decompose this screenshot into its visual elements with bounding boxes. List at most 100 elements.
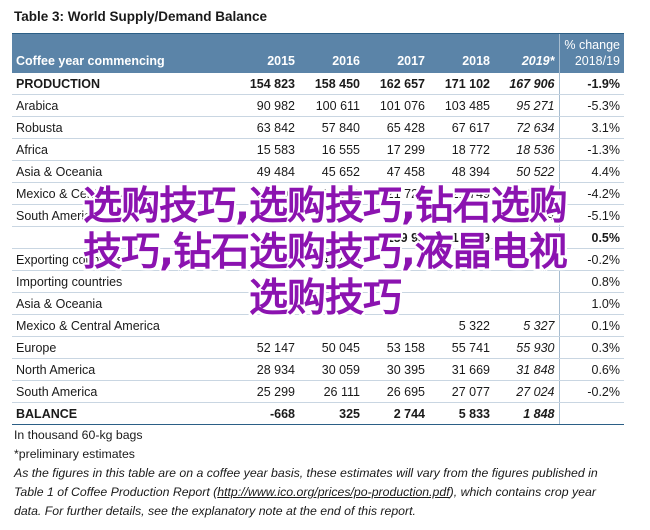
cell-value: 103 485 [429,94,494,117]
cell-pct-change: 0.6% [559,358,624,381]
cell-value: 154 823 [234,73,299,95]
cell-value [234,314,299,337]
cell-pct-change: 0.3% [559,336,624,359]
cell-pct-change: 0.1% [559,314,624,337]
cell-value: 72 634 [494,116,560,139]
row-label: BALANCE [12,402,234,425]
cell-value: 1 848 [494,402,560,425]
cell-value: 90 982 [234,94,299,117]
cell-value: 65 428 [364,116,429,139]
column-header-year: 2015 [234,52,299,73]
column-header-year: 2018 [429,52,494,73]
cell-value: 30 395 [364,358,429,381]
cell-value: 57 840 [299,116,364,139]
cell-value: 50 045 [299,336,364,359]
header-spacer [12,34,234,52]
cell-pct-change: 0.5% [559,226,624,249]
column-header-label: Coffee year commencing [12,52,234,73]
cell-value: -668 [234,402,299,425]
pct-change-header: % change [559,34,624,52]
cell-value: 45 652 [299,160,364,183]
cell-value: 28 934 [234,358,299,381]
row-label: Asia & Oceania [12,292,234,315]
cell-value: 63 842 [234,116,299,139]
cell-value: 159 93 [364,226,429,249]
cell-value: 52 147 [234,336,299,359]
row-label [12,226,234,249]
cell-pct-change: 0.8% [559,270,624,293]
row-label: Africa [12,138,234,161]
cell-value: 20 833 [494,182,560,205]
cell-pct-change: -1.9% [559,73,624,95]
cell-pct-change [559,402,624,425]
table-row: Exporting countries 47 548 48 488 -0.2% [12,248,624,271]
cell-value: 27 024 [494,380,560,403]
cell-value [494,248,560,271]
table-row: Mexico & Central America 5 322 5 327 0.1% [12,314,624,337]
cell-value: 50 522 [494,160,560,183]
row-label: South America [12,380,234,403]
cell-value: 100 611 [299,94,364,117]
supply-demand-table: % change Coffee year commencing 2015 201… [12,34,624,425]
cell-value [234,270,299,293]
table-row: Mexico & Central America 17 106 17 921 21 7… [12,182,624,205]
cell-value: 171 102 [429,73,494,95]
cell-value [364,270,429,293]
cell-value [364,314,429,337]
cell-pct-change: -1.3% [559,138,624,161]
header-row: Coffee year commencing 2015 2016 2017 20… [12,52,624,73]
cell-value [299,226,364,249]
cell-value: 49 484 [234,160,299,183]
row-label: Exporting countries [12,248,234,271]
table-row: BALANCE -668 325 2 744 5 833 1 848 [12,402,624,425]
cell-value [429,270,494,293]
cell-value: 72 651 [234,204,299,227]
row-label: Mexico & Central America [12,182,234,205]
table-row: Robusta 63 842 57 840 65 428 67 617 72 634 3.1… [12,116,624,139]
cell-value: 21 749 [429,182,494,205]
column-header-year: 2017 [364,52,429,73]
cell-value: 165 79 [429,226,494,249]
cell-value: 48 488 [299,248,364,271]
cell-value [494,270,560,293]
table-row: North America 28 934 30 059 30 395 31 669 31 … [12,358,624,381]
row-label: North America [12,358,234,381]
column-header-period: 2018/19 [559,52,624,73]
row-label: Asia & Oceania [12,160,234,183]
table-row: Asia & Oceania 49 484 45 652 47 458 48 394 50… [12,160,624,183]
units-note: In thousand 60-kg bags [14,428,143,442]
cell-value: 31 848 [494,358,560,381]
table-row: South America 25 299 26 111 26 695 27 077 27 … [12,380,624,403]
cell-value: 167 906 [494,73,560,95]
cell-value [364,292,429,315]
cell-value: 67 617 [429,116,494,139]
cell-value: 15 583 [234,138,299,161]
cell-value: 26 111 [299,380,364,403]
table-row: Africa 15 583 16 555 17 299 18 772 18 536 -1.3… [12,138,624,161]
cell-value: 25 299 [234,380,299,403]
cell-value: 17 921 [299,182,364,205]
cell-value: 53 158 [364,336,429,359]
cell-value [299,314,364,337]
cell-pct-change: -0.2% [559,380,624,403]
cell-value: 55 741 [429,336,494,359]
report-link[interactable]: http://www.ico.org/prices/po-production.… [217,485,450,499]
cell-value: 48 394 [429,160,494,183]
cell-value [364,204,429,227]
title-rule [12,33,624,34]
cell-value [299,204,364,227]
cell-pct-change: 3.1% [559,116,624,139]
row-label: PRODUCTION [12,73,234,95]
cell-value [299,270,364,293]
cell-value: 95 271 [494,94,560,117]
cell-value [429,204,494,227]
table-row: South America 72 651 78 014 -5.1% [12,204,624,227]
cell-value: 5 327 [494,314,560,337]
watermark-overlay-text: 选购技巧,选购技巧,钻石选购 技巧,钻石选购技巧,液晶电视 选购技巧 [83,184,568,321]
cell-value [494,226,560,249]
row-label: Mexico & Central America [12,314,234,337]
cell-value: 5 833 [429,402,494,425]
cell-value: 47 458 [364,160,429,183]
cell-pct-change: 1.0% [559,292,624,315]
